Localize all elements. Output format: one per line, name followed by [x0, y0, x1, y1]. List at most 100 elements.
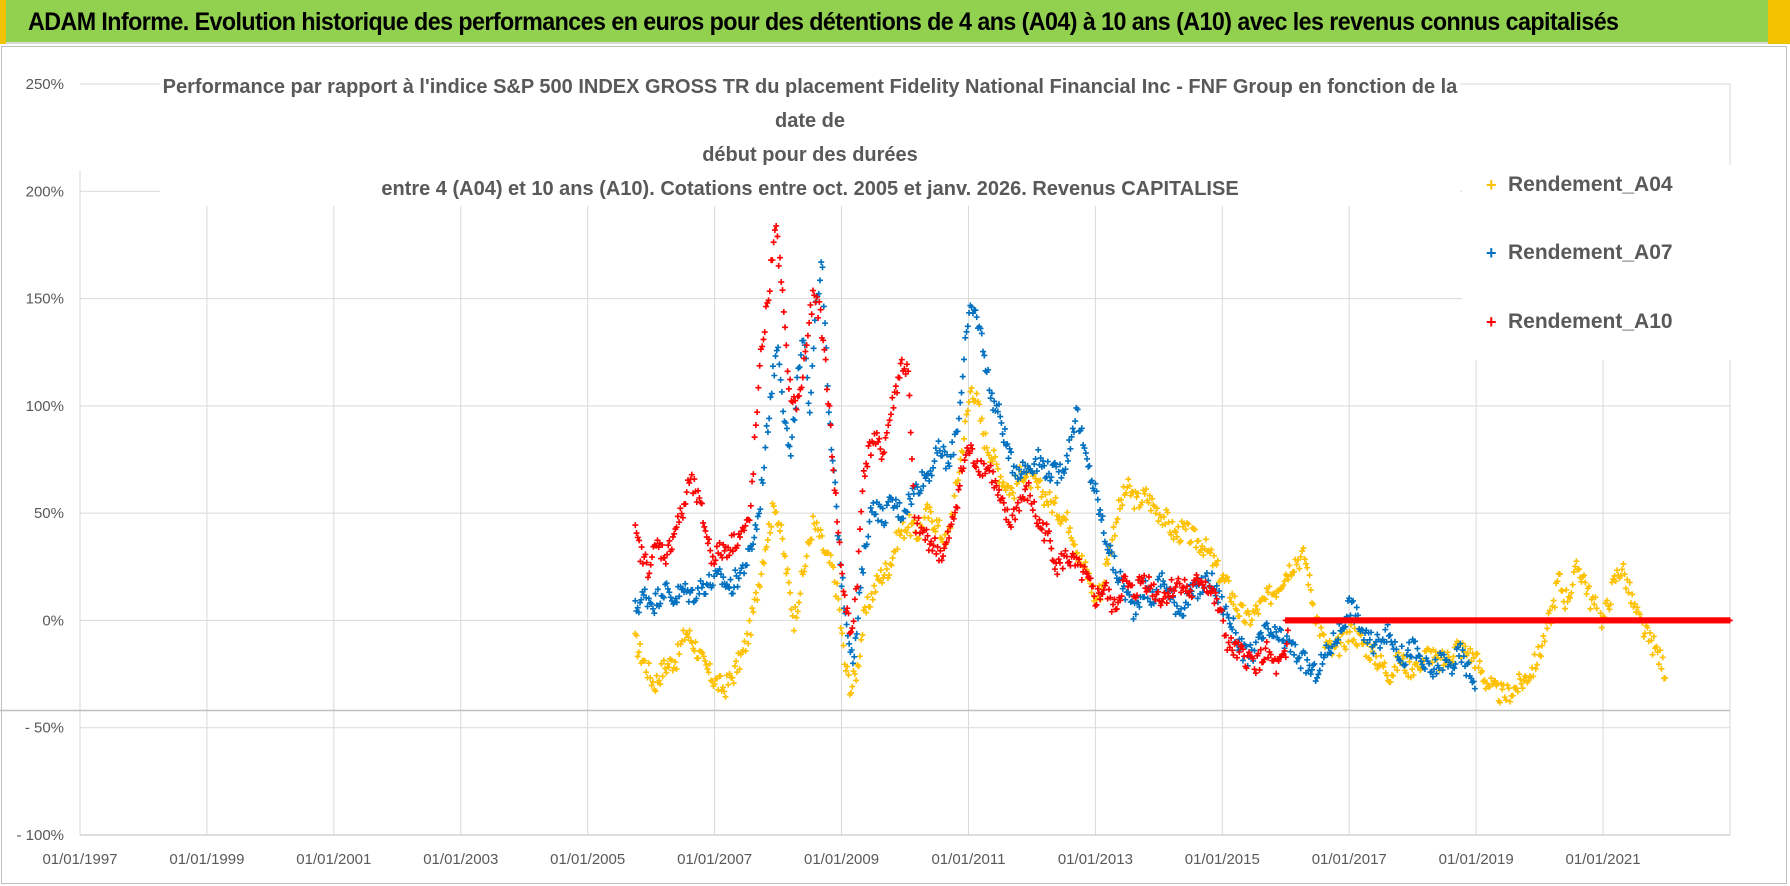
point-Rendement_A04	[1202, 536, 1209, 543]
point-Rendement_A04	[1082, 559, 1089, 566]
point-Rendement_A04	[797, 590, 804, 597]
point-Rendement_A04	[1540, 632, 1547, 639]
point-Rendement_A10	[954, 504, 961, 511]
point-Rendement_A10	[691, 476, 698, 483]
point-Rendement_A10	[754, 409, 761, 416]
point-Rendement_A07	[922, 475, 929, 482]
point-Rendement_A10	[914, 520, 921, 527]
point-Rendement_A07	[958, 389, 965, 396]
point-Rendement_A07	[1069, 425, 1076, 432]
point-Rendement_A07	[1387, 632, 1394, 639]
point-Rendement_A07	[1117, 568, 1124, 575]
point-Rendement_A07	[1465, 659, 1472, 666]
point-Rendement_A10	[734, 542, 741, 549]
point-Rendement_A07	[1136, 603, 1143, 610]
banner-accent-left	[0, 0, 6, 44]
point-Rendement_A10	[770, 239, 777, 246]
point-Rendement_A04	[901, 535, 908, 542]
point-Rendement_A07	[1054, 479, 1061, 486]
point-Rendement_A04	[1409, 666, 1416, 673]
point-Rendement_A07	[806, 409, 813, 416]
point-Rendement_A10	[1212, 589, 1219, 596]
point-Rendement_A04	[1519, 685, 1526, 692]
point-Rendement_A10	[1093, 601, 1100, 608]
point-Rendement_A04	[1220, 572, 1227, 579]
point-Rendement_A07	[1078, 425, 1085, 432]
point-Rendement_A07	[1280, 637, 1287, 644]
point-Rendement_A07	[1019, 459, 1026, 466]
point-Rendement_A10	[835, 529, 842, 536]
point-Rendement_A04	[1570, 569, 1577, 576]
point-Rendement_A10	[636, 537, 643, 544]
point-Rendement_A07	[1111, 553, 1118, 560]
point-Rendement_A04	[894, 546, 901, 553]
point-Rendement_A04	[756, 583, 763, 590]
point-Rendement_A10	[937, 547, 944, 554]
point-Rendement_A07	[930, 464, 937, 471]
point-Rendement_A04	[787, 589, 794, 596]
point-Rendement_A07	[738, 565, 745, 572]
point-Rendement_A07	[1265, 625, 1272, 632]
point-Rendement_A07	[725, 583, 732, 590]
point-Rendement_A10	[1239, 646, 1246, 653]
point-Rendement_A10	[1166, 594, 1173, 601]
point-Rendement_A07	[957, 399, 964, 406]
point-Rendement_A07	[1238, 635, 1245, 642]
point-Rendement_A04	[752, 589, 759, 596]
point-Rendement_A07	[752, 522, 759, 529]
point-Rendement_A04	[725, 681, 732, 688]
point-Rendement_A07	[751, 534, 758, 541]
point-Rendement_A04	[1305, 581, 1312, 588]
point-Rendement_A07	[1377, 644, 1384, 651]
point-Rendement_A10	[890, 404, 897, 411]
point-Rendement_A07	[1144, 595, 1151, 602]
point-Rendement_A04	[785, 579, 792, 586]
point-Rendement_A04	[1573, 558, 1580, 565]
point-Rendement_A04	[934, 522, 941, 529]
point-Rendement_A07	[805, 400, 812, 407]
point-Rendement_A10	[804, 332, 811, 339]
point-Rendement_A04	[1103, 556, 1110, 563]
point-Rendement_A07	[879, 505, 886, 512]
point-Rendement_A04	[1114, 515, 1121, 522]
point-Rendement_A10	[704, 540, 711, 547]
point-Rendement_A10	[887, 411, 894, 418]
point-Rendement_A07	[1354, 612, 1361, 619]
point-Rendement_A10	[1076, 556, 1083, 563]
point-Rendement_A04	[1575, 566, 1582, 573]
point-Rendement_A10	[1062, 547, 1069, 554]
point-Rendement_A07	[885, 498, 892, 505]
point-Rendement_A04	[662, 665, 669, 672]
point-Rendement_A10	[923, 526, 930, 533]
point-Rendement_A10	[1043, 521, 1050, 528]
point-Rendement_A07	[1418, 658, 1425, 665]
point-Rendement_A10	[1107, 594, 1114, 601]
point-Rendement_A10	[644, 574, 651, 581]
point-Rendement_A10	[1078, 576, 1085, 583]
point-Rendement_A04	[967, 388, 974, 395]
point-Rendement_A07	[1305, 667, 1312, 674]
point-Rendement_A04	[936, 517, 943, 524]
point-Rendement_A07	[1393, 646, 1400, 653]
point-Rendement_A10	[1008, 524, 1015, 531]
point-Rendement_A10	[782, 324, 789, 331]
point-Rendement_A04	[1620, 560, 1627, 567]
point-Rendement_A04	[1034, 484, 1041, 491]
point-Rendement_A10	[863, 460, 870, 467]
point-Rendement_A10	[1032, 513, 1039, 520]
point-Rendement_A04	[1572, 563, 1579, 570]
point-Rendement_A07	[941, 448, 948, 455]
point-Rendement_A04	[962, 418, 969, 425]
point-Rendement_A10	[1273, 670, 1280, 677]
point-Rendement_A10	[996, 486, 1002, 493]
point-Rendement_A04	[768, 523, 775, 530]
point-Rendement_A10	[832, 490, 839, 497]
point-Rendement_A10	[661, 554, 668, 561]
point-Rendement_A04	[827, 552, 834, 559]
point-Rendement_A07	[843, 621, 850, 628]
point-Rendement_A07	[1157, 583, 1164, 590]
point-Rendement_A10	[1097, 596, 1104, 603]
point-Rendement_A07	[1161, 581, 1168, 588]
point-Rendement_A07	[1048, 474, 1055, 481]
point-Rendement_A07	[706, 571, 713, 578]
